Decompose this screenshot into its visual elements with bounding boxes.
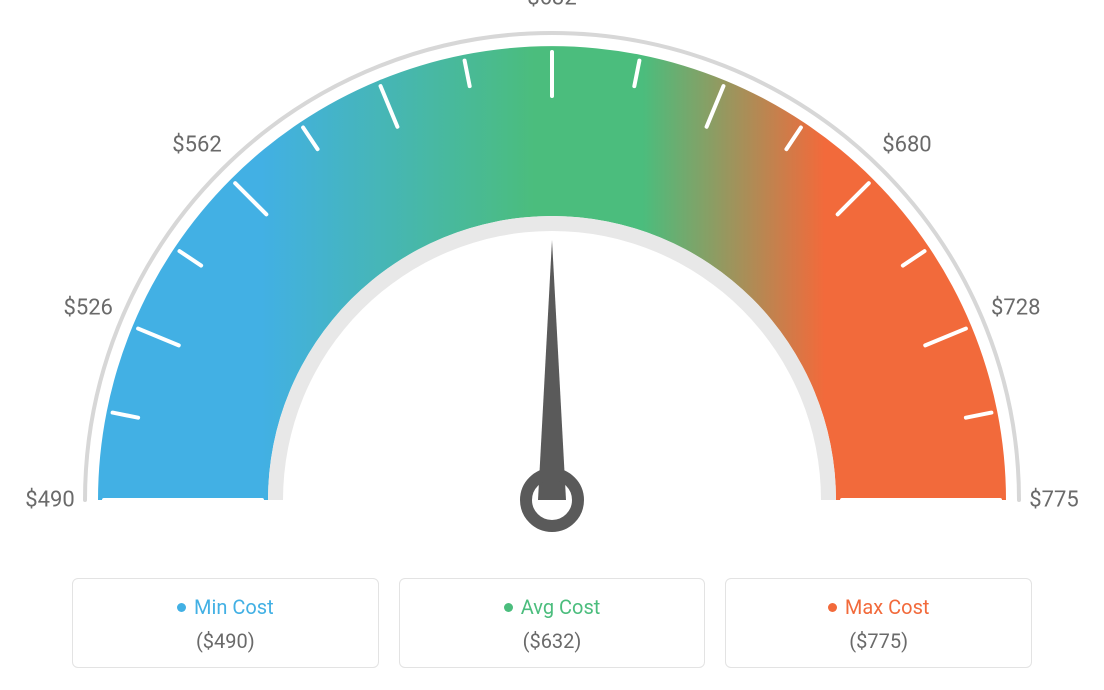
legend-row: Min Cost ($490) Avg Cost ($632) Max Cost…	[72, 578, 1032, 668]
gauge-tick-label: $632	[527, 0, 576, 11]
legend-title-max: Max Cost	[828, 595, 930, 619]
dot-icon	[177, 603, 186, 612]
legend-card-min: Min Cost ($490)	[72, 578, 379, 668]
gauge-tick-label: $728	[991, 295, 1040, 320]
gauge-svg	[0, 0, 1104, 560]
gauge-chart: $490 $526 $562 $632 $680 $728 $775	[0, 0, 1104, 560]
gauge-tick-label: $490	[25, 488, 74, 513]
dot-icon	[828, 603, 837, 612]
legend-label-min: Min Cost	[194, 595, 274, 619]
gauge-tick-label: $526	[63, 295, 112, 320]
legend-title-min: Min Cost	[177, 595, 274, 619]
gauge-tick-label: $775	[1029, 488, 1078, 513]
legend-label-max: Max Cost	[845, 595, 930, 619]
legend-value-max: ($775)	[736, 629, 1021, 653]
legend-value-min: ($490)	[83, 629, 368, 653]
legend-value-avg: ($632)	[410, 629, 695, 653]
legend-card-avg: Avg Cost ($632)	[399, 578, 706, 668]
dot-icon	[504, 603, 513, 612]
legend-label-avg: Avg Cost	[521, 595, 601, 619]
legend-card-max: Max Cost ($775)	[725, 578, 1032, 668]
legend-title-avg: Avg Cost	[504, 595, 601, 619]
gauge-tick-label: $680	[882, 133, 931, 158]
gauge-tick-label: $562	[172, 133, 221, 158]
